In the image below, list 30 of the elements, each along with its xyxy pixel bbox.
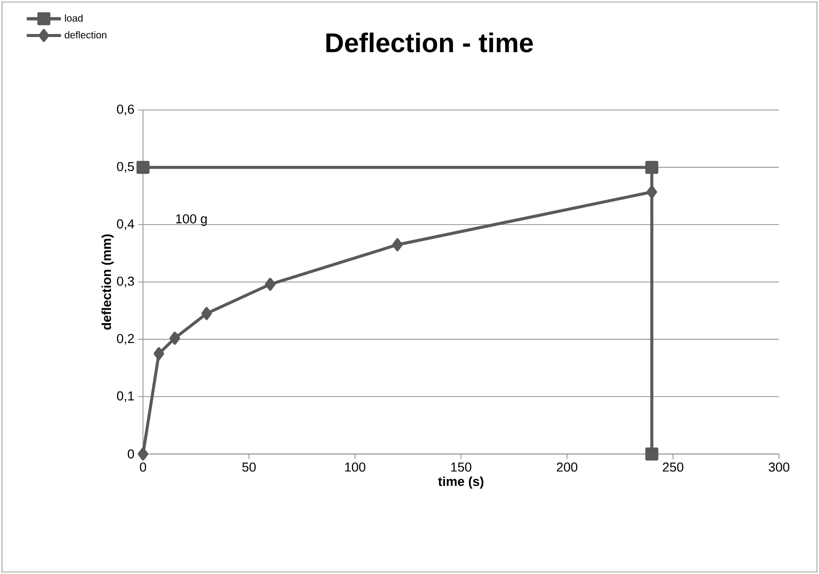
y-tick-label: 0,4 [116, 219, 134, 230]
y-tick-label: 0,5 [116, 162, 134, 173]
point [201, 307, 212, 320]
x-tick-label: 150 [451, 462, 472, 472]
y-tick-label: 0,2 [116, 334, 134, 345]
y-axis-title: deflection (mm) [102, 234, 114, 330]
x-tick-label: 200 [556, 462, 578, 472]
legend-label: deflection [64, 31, 106, 38]
y-tick-label: 0,6 [116, 104, 134, 116]
x-tick-label: 100 [345, 462, 366, 472]
y-tick-label: 0 [128, 449, 134, 459]
point [264, 278, 276, 291]
y-tick-label: 0,3 [116, 276, 134, 288]
legend-label: load [65, 14, 83, 22]
annotation: 100 g [176, 214, 207, 226]
point [645, 160, 658, 174]
point [646, 185, 658, 198]
chart-title: Deflection - time [326, 32, 533, 52]
point [138, 447, 148, 460]
x-tick-label: 300 [768, 462, 790, 472]
point [170, 332, 180, 345]
x-axis-title: time (s) [438, 476, 484, 489]
x-tick-label: 250 [662, 462, 684, 472]
point [392, 238, 403, 252]
y-tick-label: 0,1 [116, 391, 134, 402]
point [154, 347, 164, 360]
point [645, 447, 658, 460]
x-tick-label: 50 [242, 462, 256, 472]
point [136, 160, 150, 174]
x-tick-label: 0 [140, 462, 146, 472]
